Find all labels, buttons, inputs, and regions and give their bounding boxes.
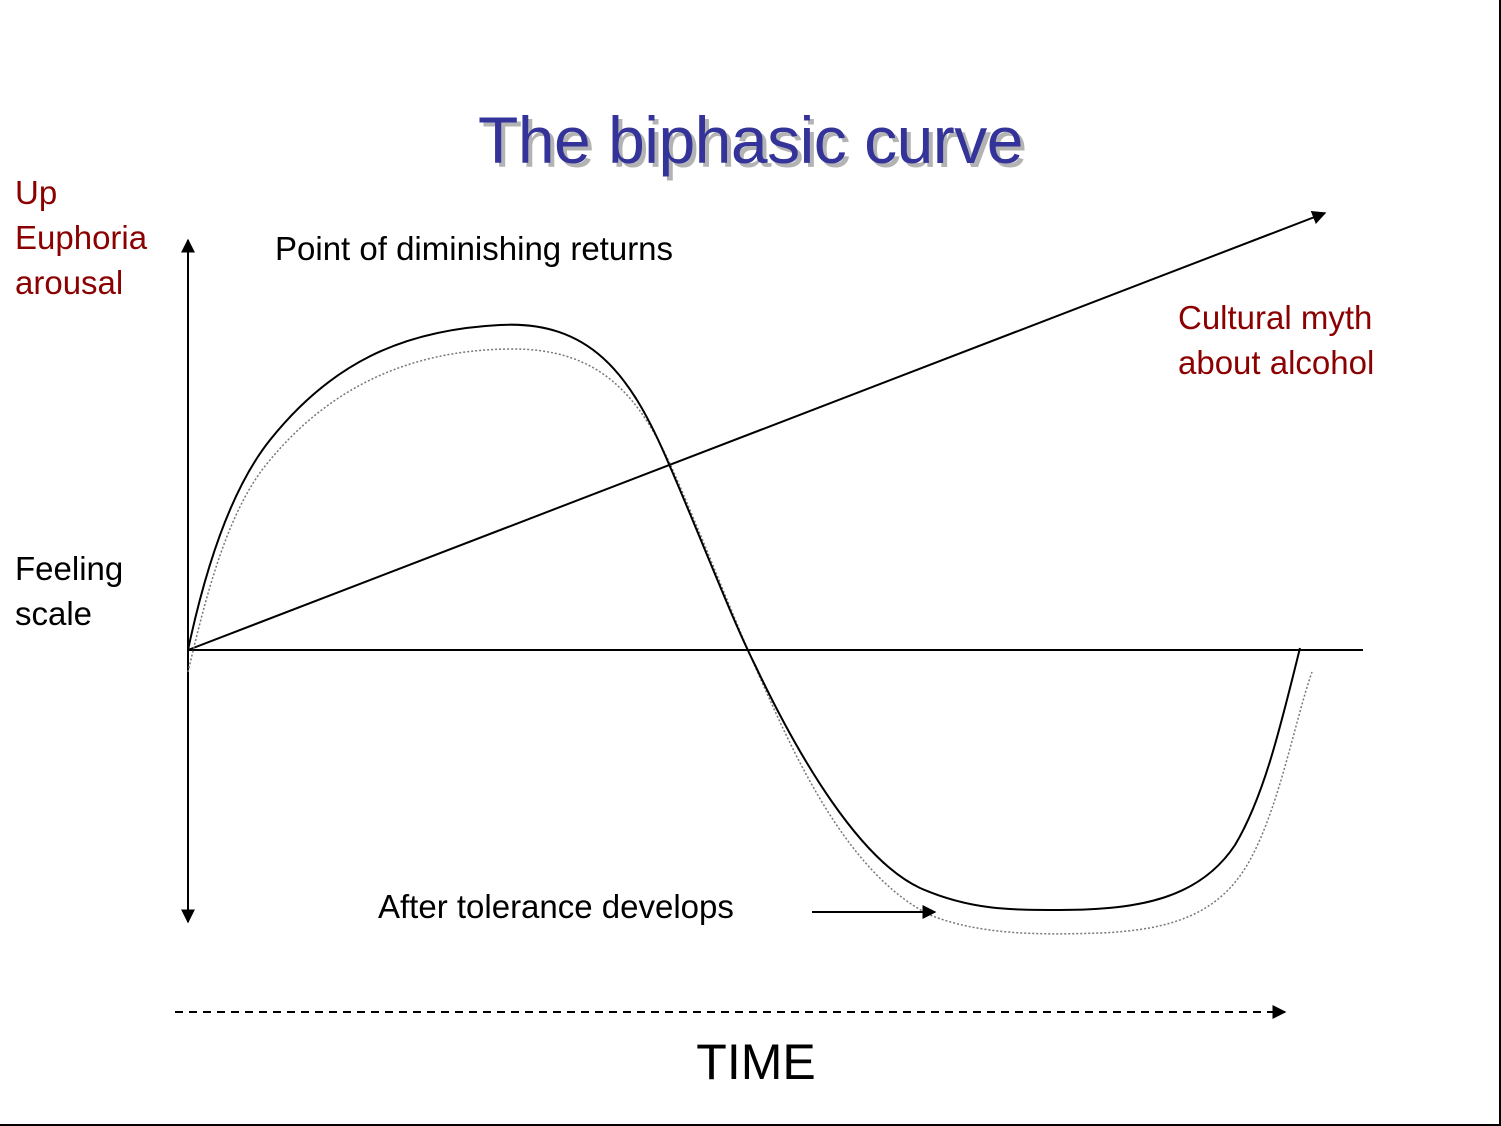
cultural-myth-label-line1: Cultural myth (1178, 299, 1373, 336)
slide-title: The biphasic curve (478, 103, 1023, 177)
tolerance-label: After tolerance develops (378, 888, 734, 925)
y-axis-up-label: Up (15, 174, 58, 211)
diminishing-returns-label: Point of diminishing returns (275, 230, 674, 267)
cultural-myth-line (187, 210, 1327, 651)
y-axis-arousal-label: arousal (15, 264, 124, 301)
time-axis-label: TIME (696, 1034, 816, 1090)
cultural-myth-label-line2: about alcohol (1178, 344, 1375, 381)
y-axis-euphoria-label: Euphoria (15, 219, 148, 256)
feeling-scale-label-line2: scale (15, 595, 93, 632)
biphasic-curve (187, 323, 1301, 912)
tolerance-curve (187, 348, 1313, 935)
feeling-scale-label-line1: Feeling (15, 550, 124, 587)
